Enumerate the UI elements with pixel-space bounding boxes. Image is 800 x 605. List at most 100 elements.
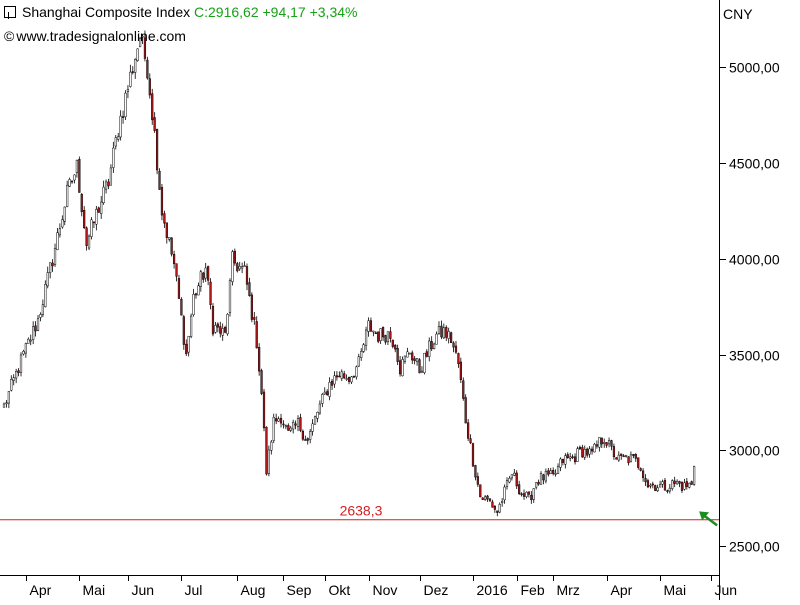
x-tick-label: Nov (373, 582, 398, 598)
candle-body (413, 358, 416, 362)
candle-body (476, 476, 479, 485)
candle-body (107, 181, 110, 187)
candle-body (646, 480, 650, 488)
candle-body (649, 484, 652, 487)
candle-body (260, 370, 263, 394)
candle-body (163, 213, 166, 224)
candle-body (559, 458, 562, 468)
candle-body (622, 455, 625, 458)
candle-body (36, 318, 40, 331)
arrow-head (699, 511, 710, 521)
candle-body (603, 442, 606, 444)
candle-body (95, 209, 98, 225)
candle-body (192, 293, 195, 316)
candle-body (226, 313, 229, 335)
candle-body (607, 440, 611, 445)
candle-body (637, 457, 640, 468)
candle-body (12, 377, 15, 381)
candle-body (17, 370, 20, 373)
candle-body (561, 458, 564, 463)
candle-body (668, 487, 671, 492)
candle-body (442, 327, 445, 339)
candle-body (58, 228, 61, 236)
candle-body (343, 373, 346, 379)
candle-body (634, 454, 637, 459)
candle-body (527, 491, 530, 495)
candle-body (641, 470, 645, 478)
candle-body (56, 232, 59, 251)
candle-body (673, 480, 676, 484)
candle-body (279, 417, 283, 424)
candle-body (275, 418, 278, 422)
candle-body (224, 327, 227, 333)
candle-body (27, 338, 30, 344)
candle-body (391, 339, 394, 347)
candle-body (32, 326, 35, 340)
candle-body (194, 293, 198, 296)
candle-body (503, 486, 506, 501)
candle-body (231, 251, 234, 282)
candle-body (535, 482, 538, 488)
candle-body (2, 403, 6, 408)
candle-body (423, 352, 426, 374)
candle-body (425, 351, 428, 357)
x-tick-label: Jun (715, 582, 738, 598)
candle-body (155, 129, 159, 171)
x-tick-label: Aug (241, 582, 266, 598)
candle-body (68, 179, 71, 187)
y-tick-label: 5000,00 (729, 60, 780, 76)
x-tick-label: Apr (611, 582, 633, 598)
candle-body (484, 496, 487, 500)
candle-body (539, 473, 543, 485)
candle-body (569, 456, 572, 459)
candle-body (379, 328, 382, 341)
candle-body (345, 378, 348, 380)
candle-body (598, 437, 601, 448)
candle-body (168, 237, 171, 240)
candle-body (469, 438, 472, 444)
candle-body (294, 423, 297, 426)
chart-header: Shanghai Composite Index C:2916,62 +94,1… (4, 4, 357, 20)
candle-body (688, 482, 691, 488)
candle-body (578, 446, 582, 450)
candle-body (491, 501, 494, 508)
candle-body (600, 437, 603, 445)
candle-body (629, 454, 633, 462)
close-quote: C:2916,62 +94,17 +3,34% (194, 4, 358, 20)
candle-body (501, 501, 504, 503)
candle-body (644, 478, 647, 483)
candle-body (299, 417, 302, 431)
candle-body (202, 272, 205, 280)
candle-body (683, 482, 686, 490)
candle-body (175, 263, 178, 277)
candle-body (85, 227, 88, 246)
candle-body (75, 159, 79, 174)
candle-body (685, 481, 688, 487)
candle-body (146, 59, 149, 79)
candle-body (352, 375, 356, 378)
candle-body (248, 282, 251, 296)
source-line: © www.tradesignalonline.com (4, 28, 186, 44)
candle-body (430, 341, 433, 350)
candle-body (323, 391, 326, 395)
candle-body (693, 466, 696, 485)
candle-body (471, 443, 475, 467)
candle-body (287, 425, 290, 431)
candle-body (544, 471, 547, 482)
x-tick-label: Mai (83, 582, 106, 598)
candle-body (520, 493, 523, 496)
candle-body (401, 359, 404, 377)
candle-body (474, 465, 477, 478)
candle-body (141, 35, 144, 38)
candle-body (632, 454, 635, 456)
candle-body (403, 355, 407, 362)
candle-body (369, 320, 373, 332)
candle-body (525, 491, 528, 497)
candle-body (102, 186, 105, 204)
candle-body (374, 332, 377, 335)
candle-body (338, 375, 341, 378)
index-name: Shanghai Composite Index (22, 4, 191, 20)
candle-body (372, 330, 375, 333)
